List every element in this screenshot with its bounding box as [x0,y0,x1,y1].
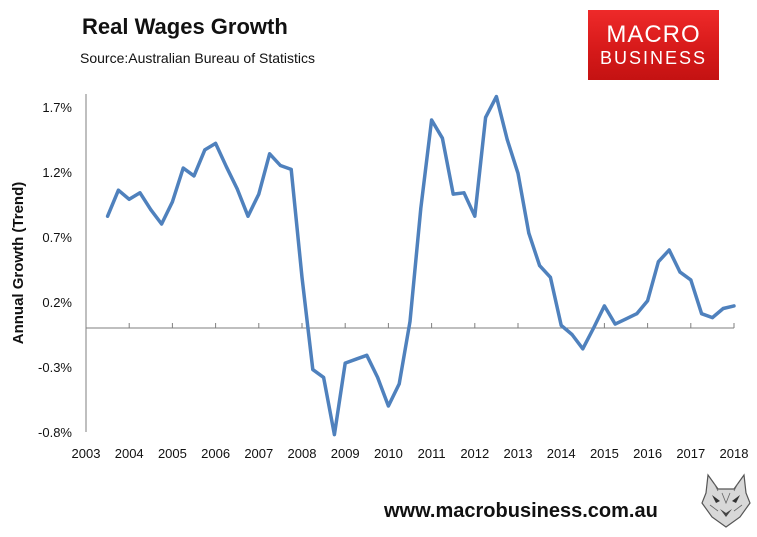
data-point [203,148,207,152]
data-point [365,353,369,357]
data-point [311,368,315,372]
data-point [494,95,498,99]
data-point [527,231,531,235]
data-point [160,222,164,226]
data-point [257,192,261,196]
data-point [343,361,347,365]
data-point [181,166,185,170]
x-tick-label: 2003 [72,446,101,461]
x-tick-label: 2012 [460,446,489,461]
data-point [332,433,336,437]
data-point [106,214,110,218]
data-point [127,197,131,201]
data-point [602,304,606,308]
y-tick-label: 1.2% [42,165,72,180]
logo-line-2: BUSINESS [599,48,708,68]
x-tick-label: 2009 [331,446,360,461]
data-point [624,317,628,321]
data-point [246,214,250,218]
chart-source: Source:Australian Bureau of Statistics [80,50,316,66]
data-point [451,192,455,196]
data-point [386,404,390,408]
wolf-head-icon [701,473,751,528]
x-tick-label: 2008 [288,446,317,461]
x-tick-label: 2014 [547,446,576,461]
x-tick-labels: 2003 2004 2005 2006 2007 2008 2009 2010 2011 2012… [72,446,749,461]
data-point [149,208,153,212]
data-point [635,312,639,316]
x-tick-label: 2018 [720,446,749,461]
data-point [689,278,693,282]
website-url[interactable]: www.macrobusiness.com.au [384,500,658,522]
data-point [667,248,671,252]
data-point [592,326,596,330]
y-axis-label: Annual Growth (Trend) [10,182,27,345]
x-tick-label: 2006 [201,446,230,461]
data-point [484,115,488,119]
data-point [224,165,228,169]
data-point [538,264,542,268]
data-point [300,275,304,279]
data-point [408,320,412,323]
x-tick-label: 2016 [633,446,662,461]
y-tick-label: 0.7% [42,230,72,245]
data-point [581,347,585,351]
data-point [732,304,736,308]
x-tick-label: 2007 [244,446,273,461]
data-point [116,188,120,192]
data-point [192,174,196,178]
data-point [397,382,401,386]
data-point [354,357,358,361]
chart-title: Real Wages Growth [82,14,288,39]
x-tick-label: 2004 [115,446,144,461]
data-point [322,375,326,379]
y-tick-labels: 1.7% 1.2% 0.7% 0.2% -0.3% -0.8% [38,100,72,440]
y-tick-label: 0.2% [42,295,72,310]
data-point [613,322,617,326]
data-point [505,138,509,141]
data-point [430,118,434,122]
data-point [289,167,293,171]
data-point [278,164,282,167]
x-tick-label: 2010 [374,446,403,461]
data-point [646,299,650,303]
data-point [473,214,477,218]
data-point [710,316,714,320]
data-point [700,312,704,316]
data-point [235,187,239,191]
macrobusiness-logo: MACRO BUSINESS [588,10,719,80]
data-point [570,333,574,336]
x-tick-label: 2005 [158,446,187,461]
data-point [170,200,174,204]
data-point [656,260,660,264]
data-point [462,191,466,195]
data-point [376,375,380,379]
data-point [516,171,520,175]
data-point [440,136,444,140]
logo-line-1: MACRO [606,21,701,48]
x-tick-label: 2013 [504,446,533,461]
plot-area [86,94,734,432]
data-point [214,141,218,145]
data-point [548,275,552,279]
data-point [419,206,423,210]
x-tick-label: 2017 [676,446,705,461]
series-points [106,95,736,437]
data-point [721,307,725,310]
x-tick-label: 2015 [590,446,619,461]
data-point [138,191,142,195]
y-tick-label: -0.8% [38,425,72,440]
data-point [678,270,682,274]
data-point [559,323,563,327]
data-point [268,152,272,156]
x-tick-label: 2011 [418,446,446,461]
y-tick-label: -0.3% [38,360,72,375]
y-tick-label: 1.7% [42,100,72,115]
